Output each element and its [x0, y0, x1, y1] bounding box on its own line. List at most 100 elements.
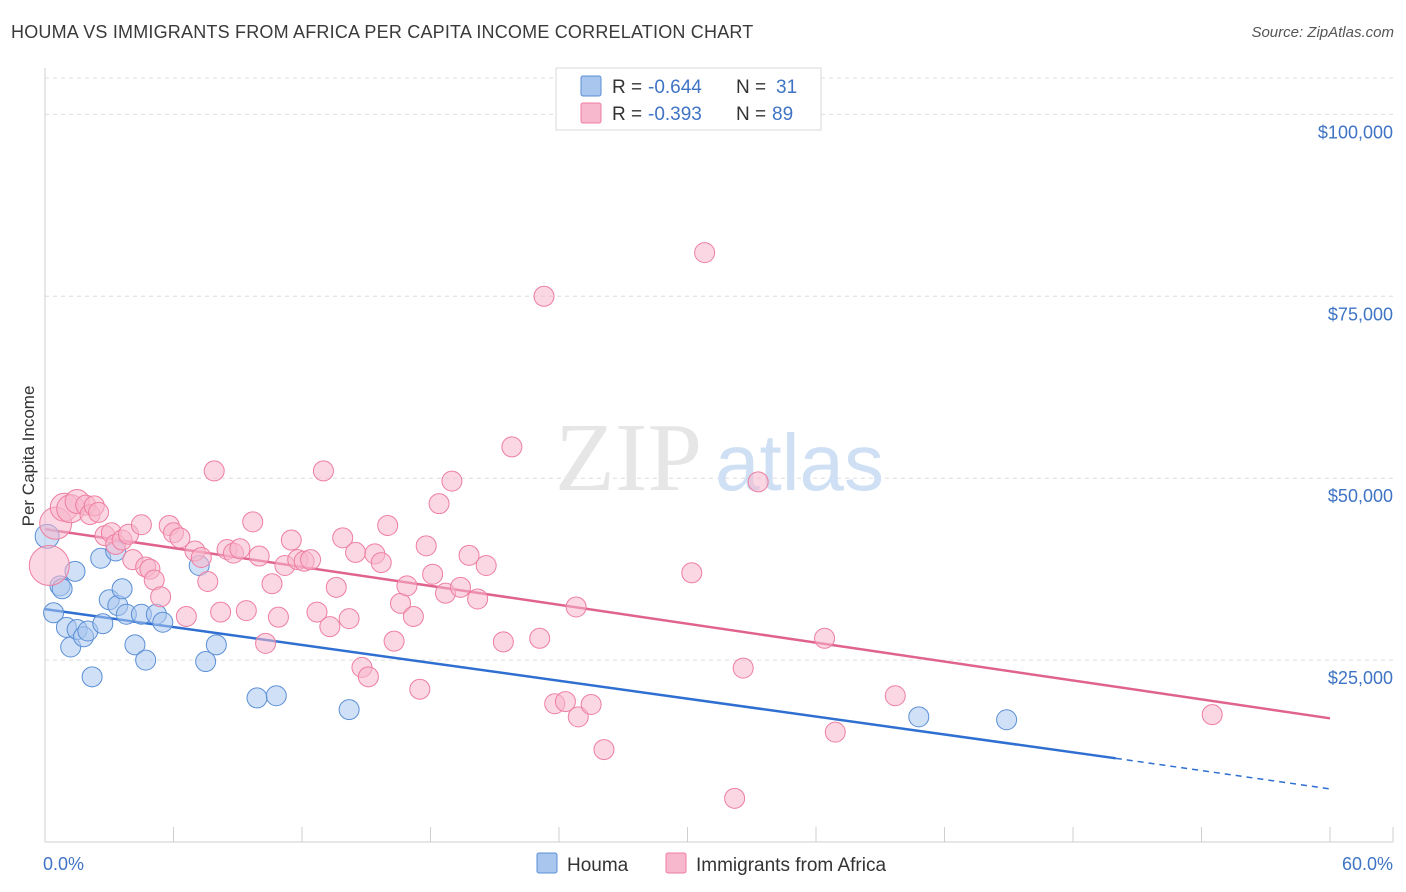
africa-point: [377, 514, 399, 536]
legend-r-label: R =: [612, 77, 642, 98]
houma-trend-extension: [1115, 757, 1331, 790]
africa-point: [593, 739, 615, 761]
y-tick-label: $50,000: [1328, 486, 1393, 506]
africa-point: [402, 605, 424, 627]
africa-point: [884, 685, 906, 707]
legend-n-value: 31: [776, 77, 797, 98]
africa-point: [409, 678, 431, 700]
legend-swatch-houma: [536, 852, 558, 874]
africa-point: [229, 538, 251, 560]
africa-point: [345, 541, 367, 563]
africa-point: [415, 535, 437, 557]
legend-n-label: N =: [736, 77, 766, 98]
africa-point: [210, 601, 232, 623]
x-tick-labels: 0.0% 60.0%: [43, 854, 1393, 874]
africa-point: [475, 555, 497, 577]
africa-point: [175, 605, 197, 627]
africa-point: [242, 511, 264, 533]
stats-legend: R = -0.644 N = 31 R = -0.393 N = 89: [555, 67, 822, 131]
africa-point: [814, 627, 836, 649]
africa-point: [255, 632, 277, 654]
axes: [44, 68, 1394, 843]
legend-label-africa: Immigrants from Africa: [696, 855, 886, 876]
houma-point: [124, 634, 146, 656]
houma-point: [135, 649, 157, 671]
africa-point: [458, 544, 480, 566]
data-points: [28, 242, 1223, 809]
watermark: ZIP atlas: [555, 404, 884, 512]
africa-point: [319, 616, 341, 638]
series-legend: Houma Immigrants from Africa: [536, 852, 886, 876]
africa-point: [501, 436, 523, 458]
houma-point: [996, 709, 1018, 731]
africa-point: [280, 529, 302, 551]
africa-point: [203, 460, 225, 482]
x-tick-label: 60.0%: [1342, 854, 1393, 874]
africa-point: [467, 588, 489, 610]
chart-title: HOUMA VS IMMIGRANTS FROM AFRICA PER CAPI…: [11, 22, 754, 42]
africa-point: [332, 527, 354, 549]
africa-point: [197, 571, 219, 593]
houma-point: [265, 685, 287, 707]
africa-point: [150, 586, 172, 608]
grid-lines: [45, 77, 1393, 661]
africa-point: [1201, 704, 1223, 726]
x-tick-label: 0.0%: [43, 854, 84, 874]
houma-point: [81, 666, 103, 688]
y-axis-label: Per Capita Income: [19, 386, 38, 527]
legend-label-houma: Houma: [567, 855, 629, 876]
africa-point: [732, 657, 754, 679]
africa-point: [824, 721, 846, 743]
africa-point: [325, 576, 347, 598]
legend-r-value: -0.644: [648, 77, 702, 98]
africa-point: [492, 631, 514, 653]
legend-n-value: 89: [772, 104, 793, 125]
africa-point: [338, 608, 360, 630]
houma-trend-line: [44, 607, 1117, 760]
africa-point: [383, 630, 405, 652]
africa-point: [449, 576, 471, 598]
legend-n-label: N =: [736, 104, 766, 125]
africa-point: [724, 787, 746, 809]
africa-point: [529, 627, 551, 649]
houma-point: [338, 699, 360, 721]
y-tick-labels: $25,000 $50,000 $75,000 $100,000: [1318, 122, 1393, 688]
africa-point: [261, 573, 283, 595]
legend-swatch-africa: [665, 852, 687, 874]
africa-point: [441, 470, 463, 492]
y-tick-label: $25,000: [1328, 668, 1393, 688]
africa-point: [357, 666, 379, 688]
africa-point: [28, 545, 70, 587]
africa-point: [580, 693, 602, 715]
africa-point: [533, 285, 555, 307]
watermark-zip: ZIP: [555, 404, 702, 512]
y-tick-label: $75,000: [1328, 304, 1393, 324]
africa-point: [312, 460, 334, 482]
houma-point: [43, 602, 65, 624]
africa-point: [396, 575, 418, 597]
houma-point: [152, 611, 174, 633]
africa-point: [370, 552, 392, 574]
africa-point: [190, 547, 212, 569]
africa-point: [300, 549, 322, 571]
africa-point: [248, 545, 270, 567]
africa-point: [747, 471, 769, 493]
africa-point: [267, 606, 289, 628]
legend-swatch-africa: [580, 102, 602, 124]
legend-swatch-houma: [580, 75, 602, 97]
africa-point: [565, 596, 587, 618]
africa-point: [130, 514, 152, 536]
houma-point: [195, 651, 217, 673]
africa-point: [306, 601, 328, 623]
africa-point: [554, 691, 576, 713]
africa-point: [694, 242, 716, 264]
africa-point: [88, 501, 110, 523]
y-tick-label: $100,000: [1318, 122, 1393, 142]
houma-point: [246, 687, 268, 709]
source-label: Source: ZipAtlas.com: [1251, 24, 1394, 41]
houma-point: [205, 634, 227, 656]
watermark-atlas: atlas: [715, 418, 884, 507]
africa-point: [235, 600, 257, 622]
legend-r-value: -0.393: [648, 104, 702, 125]
